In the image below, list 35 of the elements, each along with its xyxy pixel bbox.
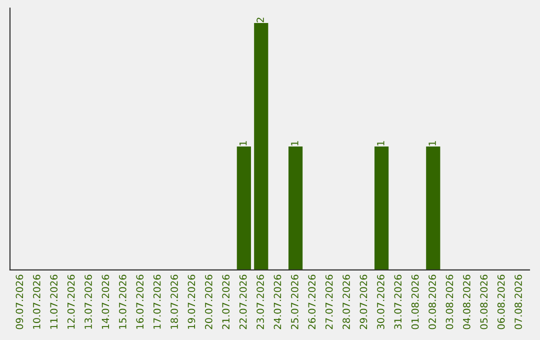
x-tick-label: 05.08.2026 [480,274,488,330]
x-tick-label: 19.07.2026 [188,274,196,329]
data-label: 2 [256,18,264,22]
data-label: 1 [428,141,436,146]
x-tick-label: 30.07.2026 [377,274,384,330]
x-tick-label: 07.08.2026 [514,274,522,330]
x-tick-label: 04.08.2026 [463,274,470,330]
x-tick-label: 21.07.2026 [222,274,230,330]
x-tick-label: 13.07.2026 [84,274,92,329]
x-tick-label: 11.07.2026 [50,274,58,329]
x-tick-label: 29.07.2026 [360,274,368,330]
x-tick-label: 02.08.2026 [428,274,436,330]
x-tick-label: 27.07.2026 [325,274,333,330]
x-tick-label: 26.07.2026 [308,274,316,330]
x-tick-label: 14.07.2026 [102,274,110,329]
x-tick-label: 10.07.2026 [32,274,40,329]
x-tick-label: 03.08.2026 [446,274,454,330]
x-tick-label: 06.08.2026 [497,274,505,330]
x-tick-label: 23.07.2026 [256,274,264,330]
data-label: 1 [377,141,384,146]
data-label: 1 [291,141,298,146]
x-tick-label: 24.07.2026 [274,274,282,330]
x-tick-label: 18.07.2026 [170,274,178,329]
x-tick-label: 17.07.2026 [153,274,161,329]
x-tick-label: 22.07.2026 [239,274,247,330]
x-tick-label: 20.07.2026 [204,274,212,330]
x-tick-label: 28.07.2026 [342,274,350,330]
x-tick-label: 15.07.2026 [118,274,126,329]
x-tick-label: 31.07.2026 [394,274,402,330]
data-label: 1 [240,141,247,146]
x-tick-label: 16.07.2026 [136,274,144,329]
x-tick-label: 01.08.2026 [411,274,419,330]
x-tick-label: 09.07.2026 [16,274,24,330]
x-tick-label: 12.07.2026 [67,274,75,329]
x-tick-label: 25.07.2026 [291,274,298,330]
